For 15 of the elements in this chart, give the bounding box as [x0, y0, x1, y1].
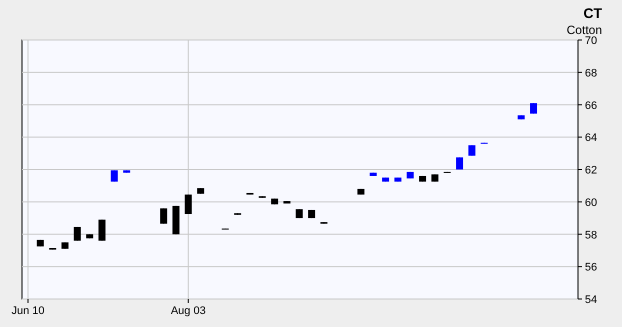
chart-title: CT — [583, 5, 602, 21]
y-tick-label: 60 — [584, 196, 598, 209]
y-tick-label: 68 — [584, 67, 598, 80]
y-tick-label: 66 — [584, 100, 598, 112]
x-tick-label: Aug 03 — [170, 305, 206, 317]
y-tick-label: 54 — [584, 294, 598, 306]
y-tick-label: 58 — [584, 229, 598, 242]
chart-subtitle: Cotton — [566, 23, 602, 37]
y-tick-label: 62 — [584, 164, 598, 176]
x-tick-label: Jun 10 — [11, 305, 45, 317]
y-tick-label: 56 — [584, 262, 598, 274]
y-tick-label: 70 — [584, 35, 598, 47]
candlestick — [98, 219, 106, 242]
candlestick — [184, 194, 192, 215]
y-tick-label: 64 — [584, 132, 598, 144]
